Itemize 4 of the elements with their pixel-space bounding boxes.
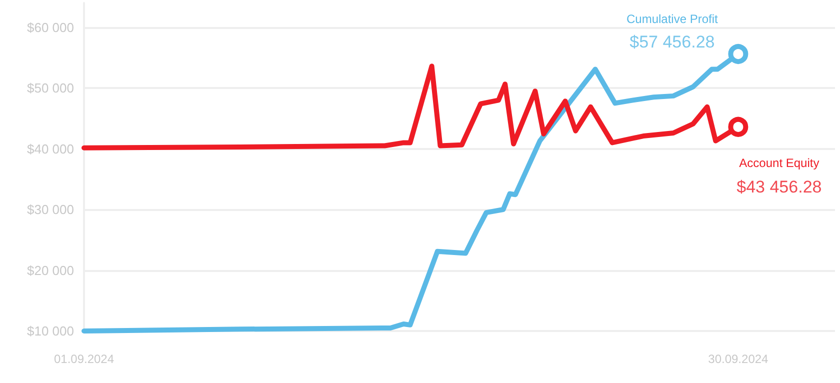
series-label: Account Equity [739, 156, 820, 170]
annotation: $43 456.28 [736, 177, 822, 196]
text: Cumulative Profit [626, 12, 719, 26]
annotation: $57 456.28 [630, 32, 715, 52]
